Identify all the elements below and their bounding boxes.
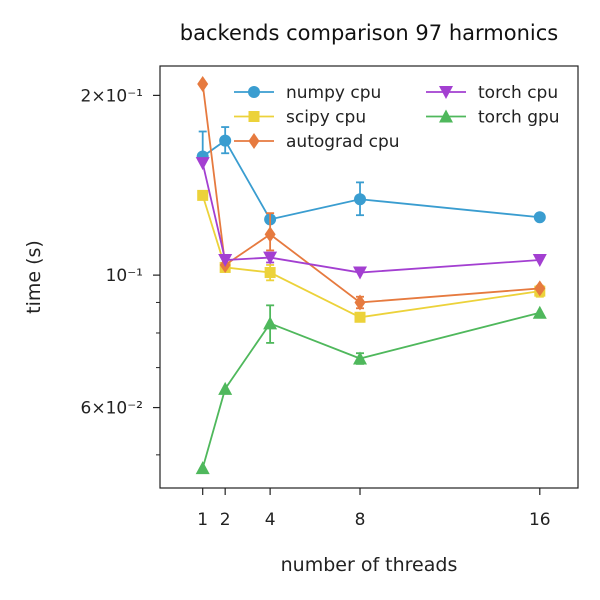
data-point xyxy=(263,251,278,265)
data-point xyxy=(264,226,276,243)
data-point xyxy=(532,305,547,319)
data-point xyxy=(195,157,210,171)
x-tick-label: 2 xyxy=(220,510,231,530)
x-axis-label: number of threads xyxy=(281,554,458,576)
legend-marker xyxy=(439,109,453,123)
legend-marker xyxy=(248,133,260,149)
y-tick-label: 6×10⁻² xyxy=(81,399,143,419)
series-scipy-cpu xyxy=(197,189,546,323)
legend-label: torch cpu xyxy=(478,83,558,103)
x-tick-label: 8 xyxy=(355,510,366,530)
data-point xyxy=(195,461,210,475)
legend-label: numpy cpu xyxy=(286,83,381,103)
data-point xyxy=(354,311,366,323)
plot-frame xyxy=(159,65,579,489)
ticks-layer: 1 2 4 8 16 2×10⁻¹ 10⁻¹ 6×10⁻² xyxy=(81,86,551,530)
y-tick-label: 2×10⁻¹ xyxy=(81,86,143,106)
data-point xyxy=(219,134,232,147)
legend: numpy cpu scipy cpu autograd cpu torch cpu t… xyxy=(234,83,560,152)
legend-item: scipy cpu xyxy=(234,108,366,128)
y-tick-label: 10⁻¹ xyxy=(106,266,143,286)
data-point xyxy=(353,351,368,365)
data-point xyxy=(197,75,209,92)
series-line xyxy=(201,195,540,319)
x-tick-label: 16 xyxy=(529,510,551,530)
legend-marker xyxy=(248,86,260,98)
data-point xyxy=(218,254,233,268)
legend-item: torch gpu xyxy=(426,108,560,128)
data-point xyxy=(533,211,546,224)
data-point xyxy=(354,294,366,311)
x-tick-label: 4 xyxy=(265,510,276,530)
data-point xyxy=(353,266,368,280)
chart-title: backends comparison 97 harmonics xyxy=(180,21,558,45)
legend-marker xyxy=(248,111,260,122)
series-torch-gpu xyxy=(195,304,547,475)
y-axis-label: time (s) xyxy=(23,240,45,314)
legend-item: numpy cpu xyxy=(234,83,381,103)
legend-label: torch gpu xyxy=(478,108,560,128)
x-tick-label: 1 xyxy=(197,510,208,530)
data-point xyxy=(532,254,547,268)
legend-item: torch cpu xyxy=(426,83,558,103)
legend-label: scipy cpu xyxy=(286,108,366,128)
series-torch-cpu xyxy=(195,157,547,280)
series-line xyxy=(201,311,541,469)
legend-label: autograd cpu xyxy=(286,132,400,152)
legend-item: autograd cpu xyxy=(234,132,400,152)
data-point xyxy=(197,189,209,201)
data-point xyxy=(534,280,546,297)
legend-marker xyxy=(439,86,453,99)
data-point xyxy=(354,193,367,206)
series-line xyxy=(202,139,540,221)
data-point xyxy=(264,267,276,279)
series-line xyxy=(201,162,540,274)
series-layer xyxy=(195,75,547,475)
data-point xyxy=(263,316,278,330)
data-point xyxy=(218,381,233,395)
